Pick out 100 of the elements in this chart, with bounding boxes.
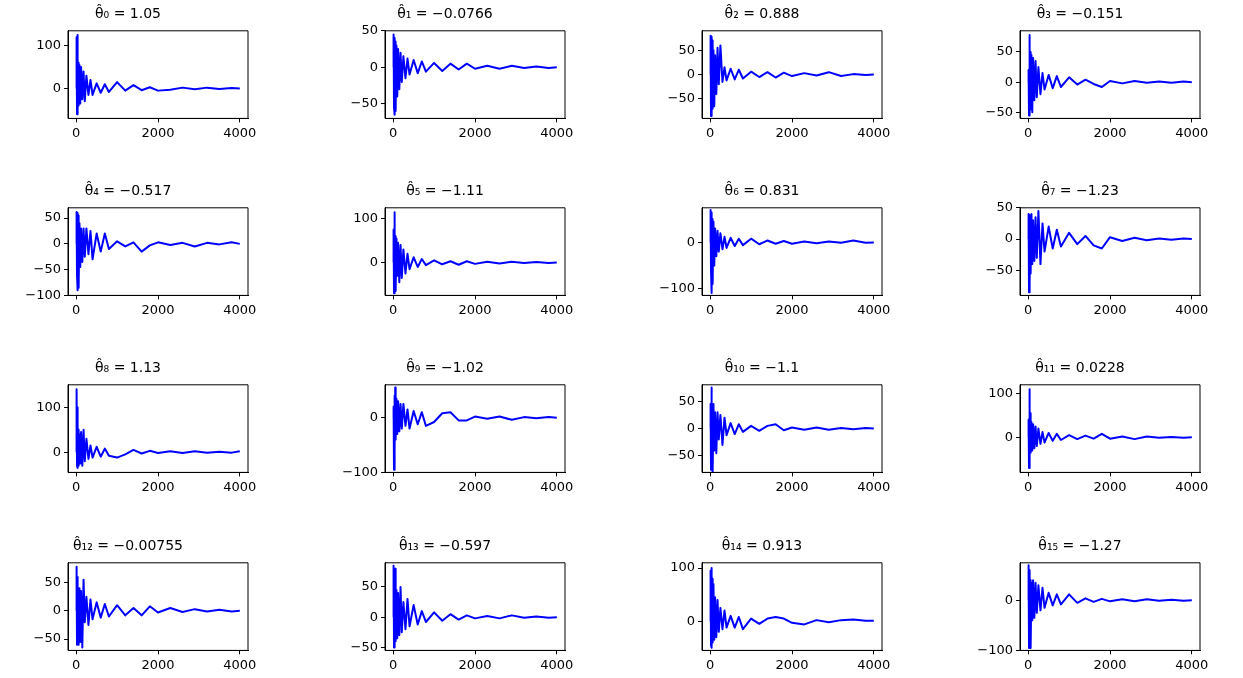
x-tick-label: 2000 xyxy=(458,301,492,317)
y-tick-label: 50 xyxy=(361,22,378,38)
chart-title: θ̂₇ = −1.23 xyxy=(1041,180,1119,199)
y-tick-label: 0 xyxy=(369,409,378,425)
y-tick-label: 0 xyxy=(369,253,378,269)
y-tick-label: 0 xyxy=(686,612,695,628)
x-tick-label: 2000 xyxy=(141,301,175,317)
x-tick-label: 0 xyxy=(72,478,81,494)
y-tick-label: 50 xyxy=(44,209,61,225)
y-tick-label: 50 xyxy=(996,199,1013,215)
x-tick-label: 0 xyxy=(1024,478,1033,494)
y-tick-label: −50 xyxy=(33,630,61,646)
x-tick-label: 4000 xyxy=(857,301,891,317)
x-tick-label: 2000 xyxy=(775,656,809,672)
y-tick-label: 0 xyxy=(686,233,695,249)
chart-title: θ̂₉ = −1.02 xyxy=(406,357,484,376)
x-tick-label: 4000 xyxy=(857,478,891,494)
x-tick-label: 4000 xyxy=(540,656,574,672)
x-tick-label: 0 xyxy=(389,478,398,494)
y-tick-label: 100 xyxy=(36,398,61,414)
x-tick-label: 4000 xyxy=(1175,656,1209,672)
chart-title: θ̂₁₄ = 0.913 xyxy=(721,535,803,554)
y-tick-label: −50 xyxy=(350,638,378,654)
x-tick-label: 2000 xyxy=(458,124,492,140)
x-tick-label: 0 xyxy=(389,124,398,140)
x-tick-label: 4000 xyxy=(857,124,891,140)
x-tick-label: 2000 xyxy=(775,301,809,317)
chart-title: θ̂₁₁ = 0.0228 xyxy=(1035,357,1125,376)
x-tick-label: 0 xyxy=(72,124,81,140)
x-tick-label: 4000 xyxy=(857,656,891,672)
y-tick-label: 0 xyxy=(1004,428,1013,444)
x-tick-label: 0 xyxy=(389,656,398,672)
x-tick-label: 4000 xyxy=(223,301,257,317)
y-tick-label: −50 xyxy=(667,447,695,463)
chart-title: θ̂₂ = 0.888 xyxy=(724,3,800,22)
chart-title: θ̂₁₅ = −1.27 xyxy=(1038,535,1122,554)
y-tick-label: 50 xyxy=(996,43,1013,59)
chart-title: θ̂₁₃ = −0.597 xyxy=(398,535,492,554)
y-tick-label: 0 xyxy=(686,65,695,81)
x-tick-label: 0 xyxy=(72,656,81,672)
y-tick-label: −50 xyxy=(33,261,61,277)
y-tick-label: −50 xyxy=(350,95,378,111)
y-tick-label: 50 xyxy=(44,573,61,589)
x-tick-label: 0 xyxy=(1024,124,1033,140)
x-tick-label: 2000 xyxy=(1093,478,1127,494)
x-tick-label: 0 xyxy=(706,478,715,494)
y-tick-label: −100 xyxy=(25,286,61,302)
y-tick-label: 0 xyxy=(52,443,61,459)
y-tick-label: 100 xyxy=(670,559,695,575)
x-tick-label: 2000 xyxy=(141,656,175,672)
x-tick-label: 2000 xyxy=(1093,301,1127,317)
y-tick-label: −50 xyxy=(985,261,1013,277)
y-tick-label: 100 xyxy=(353,210,378,226)
chart-title: θ̂₀ = 1.05 xyxy=(95,3,161,22)
y-tick-label: −100 xyxy=(659,279,695,295)
x-tick-label: 4000 xyxy=(223,124,257,140)
y-tick-label: 0 xyxy=(1004,73,1013,89)
chart-title: θ̂₄ = −0.517 xyxy=(84,180,172,199)
chart-title: θ̂₆ = 0.831 xyxy=(724,180,800,199)
x-tick-label: 4000 xyxy=(540,301,574,317)
x-tick-label: 2000 xyxy=(775,478,809,494)
x-tick-label: 2000 xyxy=(775,124,809,140)
y-tick-label: 50 xyxy=(678,392,695,408)
x-tick-label: 4000 xyxy=(540,124,574,140)
x-tick-label: 2000 xyxy=(458,478,492,494)
x-tick-label: 4000 xyxy=(223,656,257,672)
chart-title: θ̂₃ = −0.151 xyxy=(1036,3,1124,22)
x-tick-label: 0 xyxy=(1024,301,1033,317)
y-tick-label: 0 xyxy=(1004,591,1013,607)
y-tick-label: −100 xyxy=(342,463,378,479)
chart-title: θ̂₅ = −1.11 xyxy=(406,180,484,199)
x-tick-label: 4000 xyxy=(1175,478,1209,494)
y-tick-label: 0 xyxy=(52,602,61,618)
x-tick-label: 0 xyxy=(1024,656,1033,672)
x-tick-label: 2000 xyxy=(141,478,175,494)
y-tick-label: 50 xyxy=(678,41,695,57)
x-tick-label: 2000 xyxy=(141,124,175,140)
y-tick-label: 100 xyxy=(988,384,1013,400)
x-tick-label: 4000 xyxy=(1175,124,1209,140)
x-tick-label: 4000 xyxy=(1175,301,1209,317)
y-tick-label: 0 xyxy=(1004,230,1013,246)
y-tick-label: 0 xyxy=(369,58,378,74)
y-tick-label: −50 xyxy=(985,103,1013,119)
chart-title: θ̂₈ = 1.13 xyxy=(95,357,161,376)
x-tick-label: 0 xyxy=(706,656,715,672)
x-tick-label: 2000 xyxy=(1093,656,1127,672)
x-tick-label: 4000 xyxy=(223,478,257,494)
chart-title: θ̂₁ = −0.0766 xyxy=(397,3,493,22)
y-tick-label: −100 xyxy=(977,641,1013,657)
x-tick-label: 2000 xyxy=(1093,124,1127,140)
y-tick-label: 0 xyxy=(52,79,61,95)
y-tick-label: 100 xyxy=(36,37,61,53)
chart-title: θ̂₁₀ = −1.1 xyxy=(724,357,800,376)
x-tick-label: 0 xyxy=(389,301,398,317)
y-tick-label: 50 xyxy=(361,578,378,594)
x-tick-label: 2000 xyxy=(458,656,492,672)
x-tick-label: 4000 xyxy=(540,478,574,494)
y-tick-label: 0 xyxy=(686,419,695,435)
y-tick-label: −50 xyxy=(667,90,695,106)
chart-title: θ̂₁₂ = −0.00755 xyxy=(72,535,184,554)
